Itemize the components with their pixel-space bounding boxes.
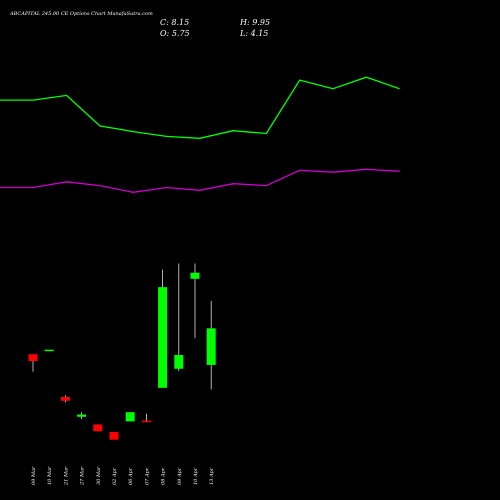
indicator-line-1 <box>0 76 400 139</box>
x-tick-label: 07 Apr <box>144 467 150 485</box>
high-readout: H: 9.95 <box>239 18 270 27</box>
x-tick-label: 10 Mar <box>47 466 53 485</box>
candle-body <box>109 432 119 440</box>
close-readout: C: 8.15 <box>160 18 189 27</box>
candle-4 <box>77 412 87 420</box>
candle-12 <box>206 300 216 390</box>
x-tick-label: 30 Mar <box>96 466 102 485</box>
candle-body <box>190 272 200 279</box>
candle-body <box>77 414 87 417</box>
candle-body <box>60 396 70 401</box>
x-tick-label: 13 Apr <box>209 467 215 485</box>
candle-body <box>174 355 184 369</box>
candlesticks <box>28 263 216 440</box>
candle-body <box>44 349 54 352</box>
open-readout: O: 5.75 <box>160 29 190 38</box>
candle-7 <box>125 412 135 422</box>
x-tick-label: 09 Mar <box>31 466 37 485</box>
low-readout: L: 4.15 <box>239 29 268 38</box>
candle-8 <box>141 413 151 423</box>
candle-2 <box>44 349 54 352</box>
candle-3 <box>60 395 70 403</box>
candle-10 <box>174 263 184 372</box>
candle-5 <box>93 424 103 432</box>
x-tick-label: 27 Mar <box>80 466 86 486</box>
x-tick-label: 10 Apr <box>193 467 199 485</box>
candle-11 <box>190 263 200 339</box>
candle-6 <box>109 432 119 440</box>
indicator-lines <box>0 76 400 193</box>
candle-body <box>93 424 103 432</box>
candle-body <box>141 420 151 423</box>
candle-9 <box>158 269 168 388</box>
candle-1 <box>28 354 38 372</box>
x-tick-label: 06 Apr <box>128 467 134 485</box>
x-tick-label: 08 Apr <box>161 467 167 485</box>
candle-body <box>28 354 38 362</box>
x-axis-ticks: 09 Mar 10 Mar 21 Mar 27 Mar 30 Mar 02 Apr 06 A… <box>31 466 215 486</box>
candle-body <box>206 328 216 365</box>
indicator-line-2 <box>0 168 400 193</box>
x-tick-label: 09 Apr <box>177 467 183 485</box>
x-tick-label: 21 Mar <box>63 466 69 486</box>
candle-body <box>125 412 135 422</box>
x-tick-label: 02 Apr <box>112 467 118 485</box>
candle-body <box>158 287 168 388</box>
chart-title: ABCAPITAL 245.00 CE Options Chart Munafa… <box>9 11 153 17</box>
